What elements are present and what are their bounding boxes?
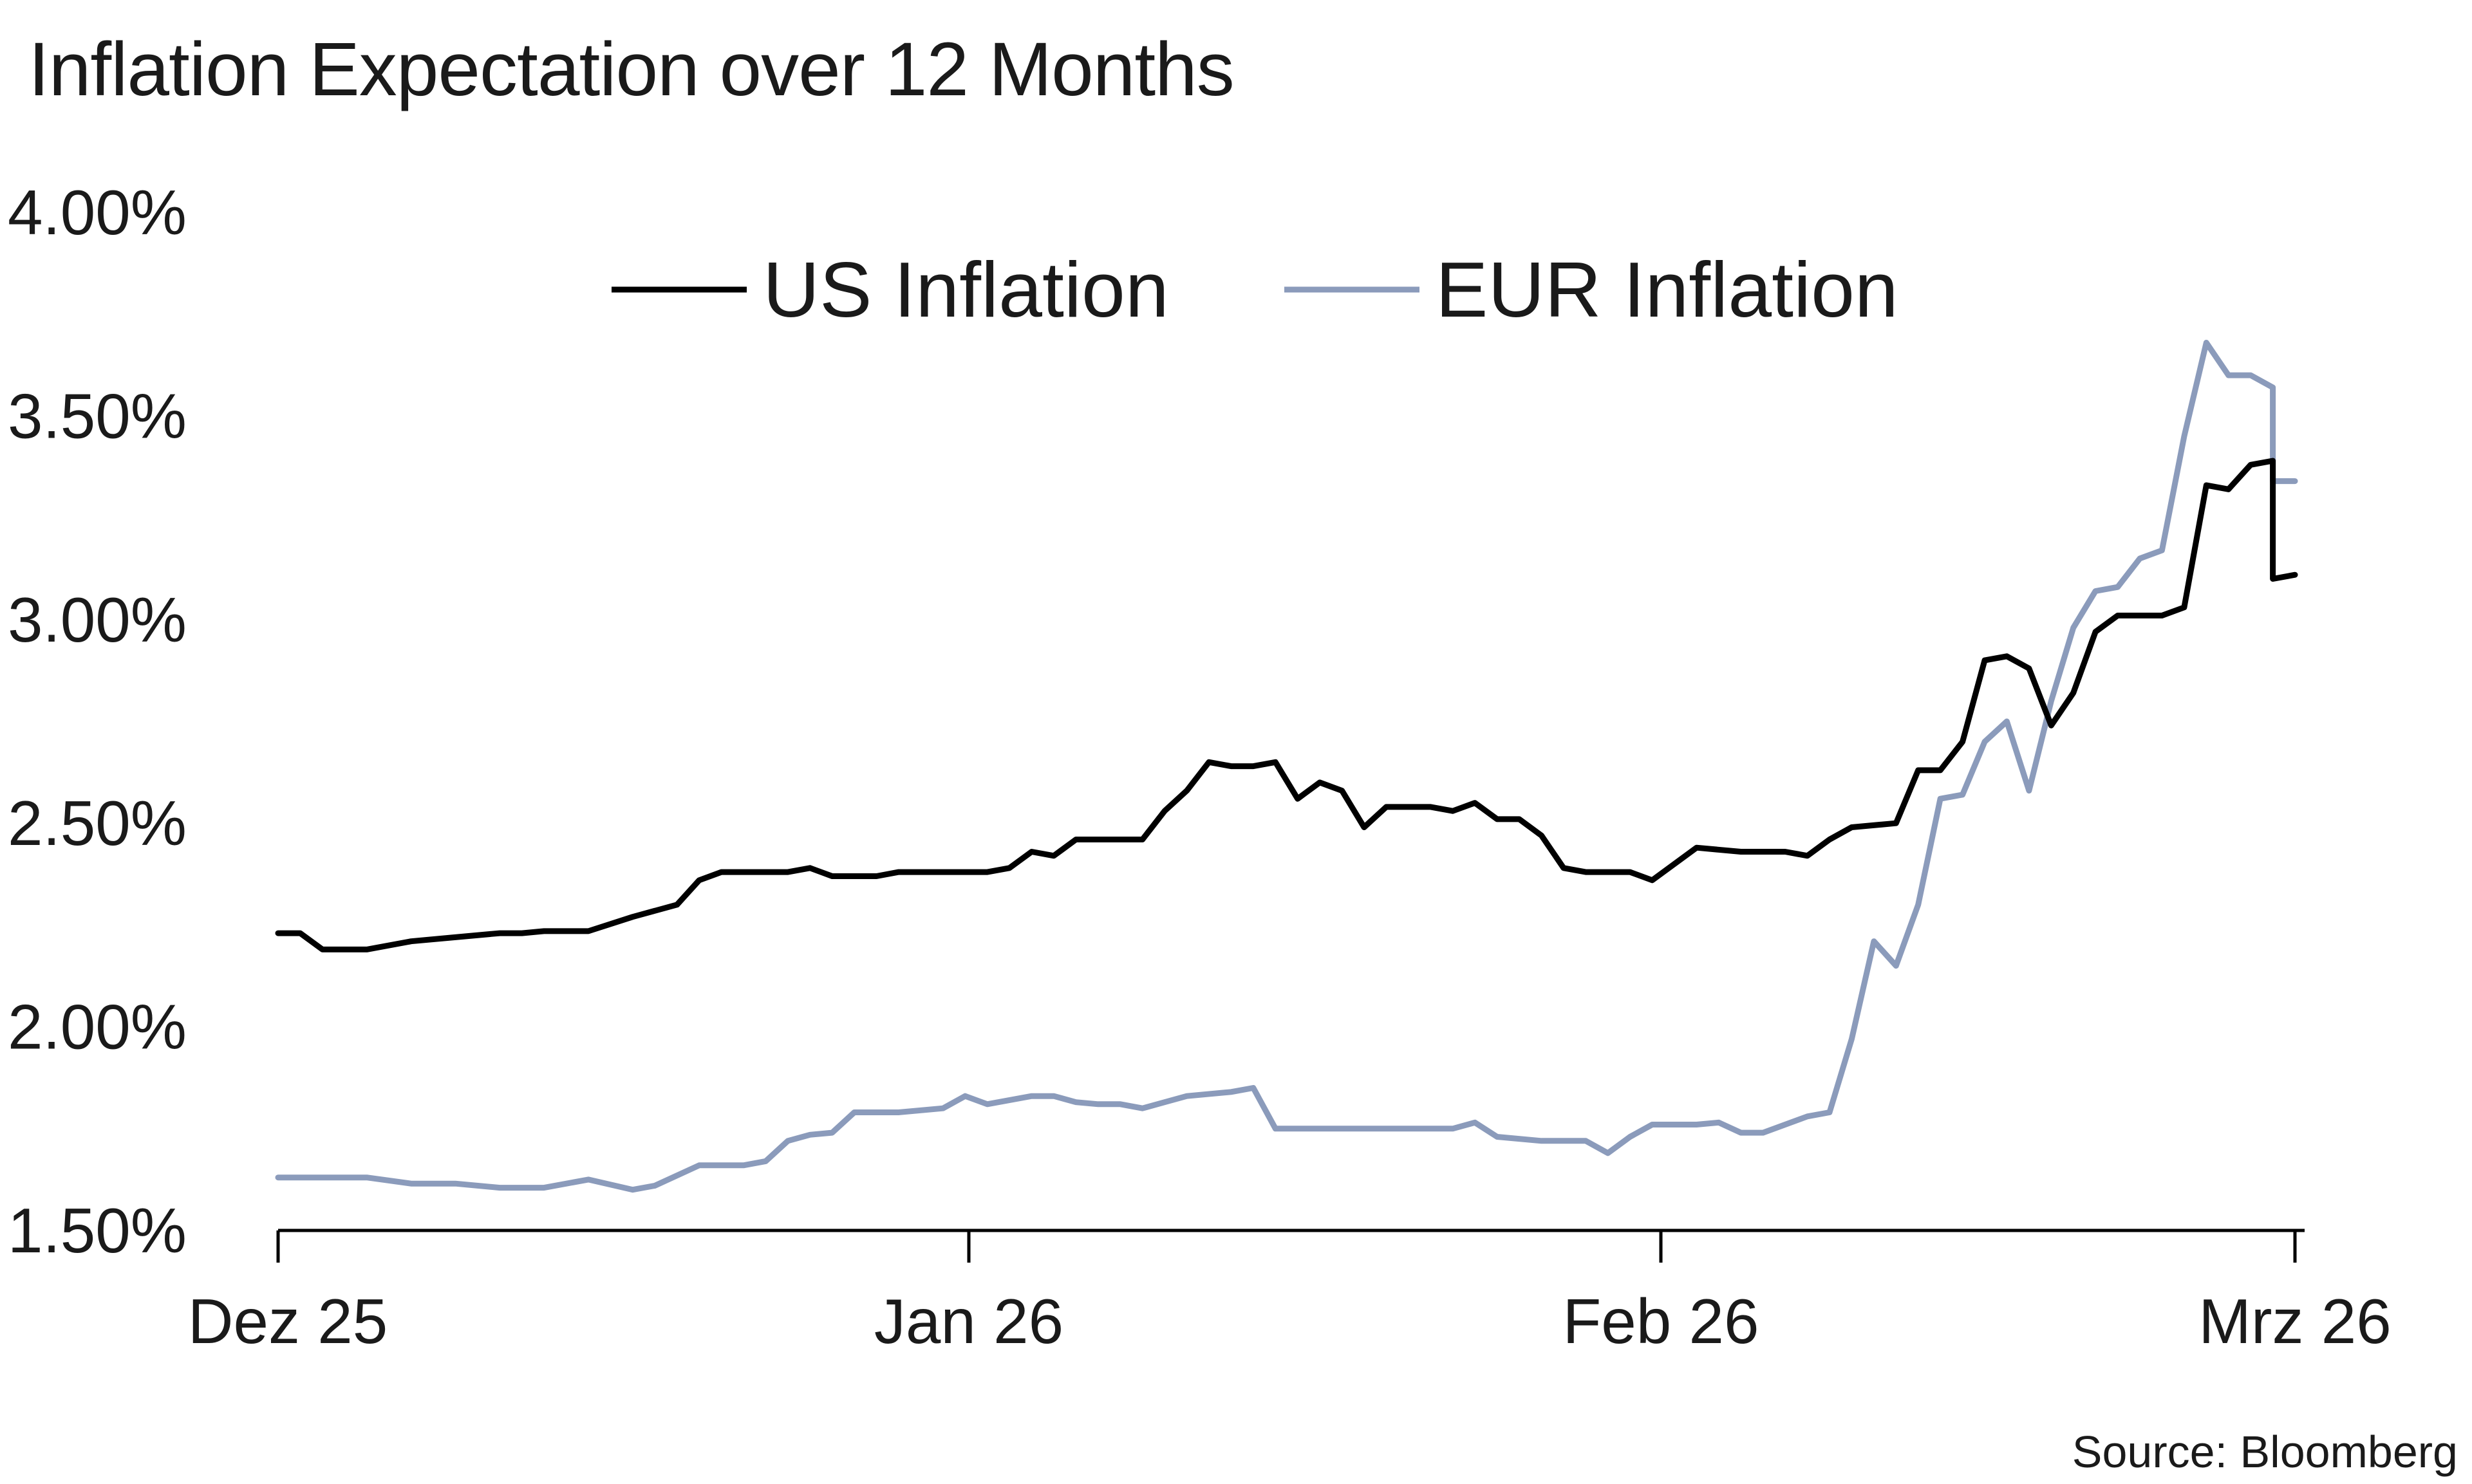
y-tick-label: 3.00% [8,584,187,655]
y-tick-label: 2.50% [8,788,187,858]
y-axis-labels: 1.50% 2.00% 2.50% 3.00% 3.50% 4.00% [8,177,187,1266]
y-tick-label: 1.50% [8,1195,187,1266]
source-note: Source: Bloomberg [2072,1427,2458,1477]
series-line-us-inflation [275,458,2298,952]
chart-title: Inflation Expectation over 12 Months [28,27,1235,112]
legend-label: US Inflation [763,246,1169,333]
x-tick-label: Mrz 26 [2198,1286,2392,1357]
x-tick-label: Jan 26 [874,1286,1063,1357]
y-tick-label: 2.00% [8,992,187,1062]
series-lines [275,340,2298,1193]
legend-label: EUR Inflation [1436,246,1898,333]
legend: US Inflation EUR Inflation [612,246,1898,333]
y-tick-label: 4.00% [8,177,187,248]
x-tick-label: Feb 26 [1562,1286,1759,1357]
x-tick-label: Dez 25 [188,1286,388,1357]
x-axis: Dez 25 Jan 26 Feb 26 Mrz 26 [188,1229,2392,1357]
y-tick-label: 3.50% [8,380,187,451]
series-line-eur-inflation [275,340,2298,1193]
